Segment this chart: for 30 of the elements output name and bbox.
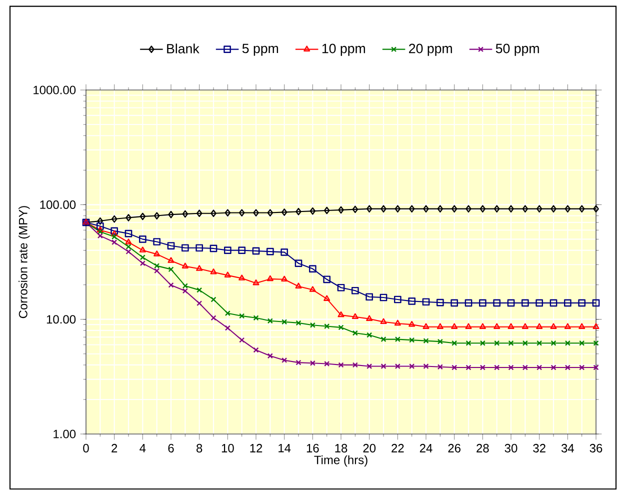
x-tick-label: 34 (561, 444, 574, 452)
legend-label: 5 ppm (242, 44, 278, 56)
legend-label: 20 ppm (409, 44, 452, 56)
x-tick-label: 28 (476, 444, 489, 452)
x-tick-label: 32 (533, 444, 546, 452)
x-tick-label: 6 (168, 444, 174, 452)
x-axis-title: Time (hrs) (314, 455, 368, 467)
x-tick-label: 26 (448, 444, 460, 452)
x-tick-label: 24 (420, 444, 432, 452)
y-tick-label: 100.00 (40, 200, 76, 209)
x-tick-label: 0 (83, 444, 89, 452)
x-tick-label: 30 (504, 444, 518, 452)
x-tick-label: 8 (196, 444, 202, 452)
legend-label: 50 ppm (496, 44, 539, 56)
x-tick-label: 10 (222, 444, 234, 452)
x-tick-label: 4 (140, 444, 146, 452)
x-tick-label: 16 (306, 444, 319, 452)
x-tick-label: 12 (250, 444, 262, 452)
x-tick-label: 22 (392, 444, 404, 452)
x-tick-label: 20 (363, 444, 376, 452)
legend-label: Blank (167, 44, 200, 54)
x-tick-label: 14 (278, 444, 291, 452)
y-tick-label: 1.00 (54, 430, 76, 438)
y-axis-title: Corrosion rate (MPY) (18, 206, 30, 318)
x-tick-label: 36 (590, 444, 602, 452)
x-tick-label: 18 (335, 444, 348, 452)
y-tick-label: 1000.00 (34, 86, 76, 94)
legend-label: 10 ppm (322, 44, 365, 56)
y-tick-label: 10.00 (46, 315, 76, 324)
x-tick-label: 2 (112, 444, 118, 452)
